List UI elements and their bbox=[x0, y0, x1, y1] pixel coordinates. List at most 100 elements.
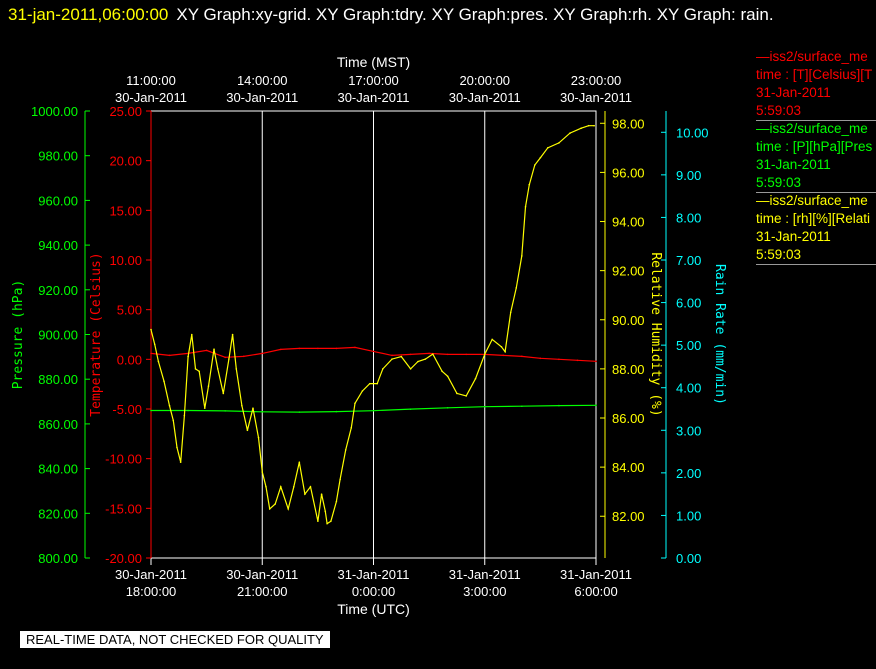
temperature-series-point bbox=[354, 346, 356, 349]
humidity-series-point bbox=[235, 368, 238, 370]
temperature-series-point bbox=[279, 348, 282, 351]
humidity-series-point bbox=[320, 493, 323, 495]
humidity-series-point bbox=[190, 333, 193, 336]
pressure-tick-label: 1000.00 bbox=[31, 104, 78, 119]
temperature-series-point bbox=[242, 355, 245, 358]
legend-time: 5:59:03 bbox=[756, 103, 802, 118]
humidity-series-point bbox=[183, 414, 186, 417]
humidity-series-point bbox=[216, 368, 219, 370]
top-tick-label-date: 30-Jan-2011 bbox=[337, 90, 409, 105]
humidity-series-point bbox=[317, 520, 319, 522]
temperature-series-point bbox=[205, 349, 208, 352]
legend-name: —iss2/surface_me bbox=[756, 49, 868, 64]
top-tick-label-time: 14:00:00 bbox=[237, 73, 288, 88]
humidity-series-point bbox=[376, 382, 379, 385]
humidity-series-point bbox=[515, 287, 518, 289]
humidity-series-point bbox=[335, 500, 338, 503]
quality-note: REAL-TIME DATA, NOT CHECKED FOR QUALITY bbox=[20, 631, 330, 648]
humidity-series-point bbox=[521, 255, 523, 257]
temperature-tick-label: -5.00 bbox=[112, 402, 142, 417]
pressure-series-point bbox=[372, 409, 375, 412]
pressure-series-point bbox=[595, 404, 597, 407]
rain-tick-label: 2.00 bbox=[676, 466, 701, 481]
rain-tick-label: 5.00 bbox=[676, 338, 701, 353]
pressure-series-point bbox=[521, 405, 523, 408]
pressure-series-point bbox=[483, 405, 486, 408]
humidity-series-point bbox=[580, 127, 582, 129]
humidity-series-point bbox=[456, 392, 458, 395]
temperature-tick-label: -20.00 bbox=[105, 551, 142, 566]
temperature-series-point bbox=[298, 347, 301, 350]
rain-tick-label: 6.00 bbox=[676, 296, 701, 311]
humidity-series-point bbox=[546, 147, 549, 149]
humidity-series-point bbox=[241, 404, 243, 407]
humidity-series-point bbox=[491, 338, 493, 341]
rain-tick-label: 7.00 bbox=[676, 253, 701, 268]
pressure-tick-label: 920.00 bbox=[38, 283, 78, 298]
pressure-series-point bbox=[446, 407, 449, 409]
top-tick-label-time: 17:00:00 bbox=[348, 73, 399, 88]
pressure-tick-label: 940.00 bbox=[38, 238, 78, 253]
temperature-tick-label: 10.00 bbox=[109, 253, 142, 268]
humidity-series-point bbox=[400, 355, 403, 358]
humidity-tick-label: 98.00 bbox=[612, 116, 645, 131]
timestamp: 31-jan-2011,06:00:00 bbox=[8, 5, 169, 24]
humidity-series-point bbox=[163, 380, 165, 382]
top-tick-label-date: 30-Jan-2011 bbox=[449, 90, 521, 105]
pressure-tick-label: 840.00 bbox=[38, 462, 78, 477]
humidity-series-point bbox=[558, 142, 560, 144]
humidity-series-point bbox=[261, 471, 264, 473]
humidity-series-point bbox=[593, 124, 595, 127]
pressure-series-point bbox=[261, 411, 264, 413]
temperature-series-point bbox=[446, 353, 449, 356]
humidity-series-point bbox=[268, 508, 271, 510]
legend-separator bbox=[756, 192, 876, 193]
humidity-series-point bbox=[504, 350, 506, 353]
temperature-series-point bbox=[502, 354, 505, 357]
humidity-series-point bbox=[474, 377, 477, 380]
legend-date: 31-Jan-2011 bbox=[756, 85, 831, 100]
legend-time: 5:59:03 bbox=[756, 175, 802, 190]
humidity-series-point bbox=[528, 183, 531, 186]
temperature-series-point bbox=[576, 359, 579, 362]
x-tick-label-time: 18:00:00 bbox=[126, 584, 177, 599]
legend-date: 31-Jan-2011 bbox=[756, 229, 831, 244]
humidity-series-point bbox=[203, 407, 206, 409]
humidity-series-point bbox=[354, 402, 356, 405]
humidity-series-point bbox=[339, 478, 341, 481]
humidity-series-point bbox=[153, 343, 156, 346]
window-header: 31-jan-2011,06:00:00 XY Graph:xy-grid. XY… bbox=[8, 2, 868, 28]
humidity-series-point bbox=[361, 390, 364, 392]
top-tick-label-date: 30-Jan-2011 bbox=[560, 90, 632, 105]
humidity-series-point bbox=[304, 493, 306, 495]
pressure-tick-label: 880.00 bbox=[38, 372, 78, 387]
x-axis-label: Time (UTC) bbox=[337, 601, 410, 617]
legend-separator bbox=[756, 264, 876, 265]
pressure-axis-title: Pressure (hPa) bbox=[11, 280, 26, 390]
legend-time: 5:59:03 bbox=[756, 247, 802, 262]
temperature-tick-label: 25.00 bbox=[109, 104, 142, 119]
x-tick-label-date: 30-Jan-2011 bbox=[115, 567, 187, 582]
humidity-axis-title: Relative Humidity (%) bbox=[648, 252, 663, 416]
rain-tick-label: 4.00 bbox=[676, 381, 701, 396]
humidity-series-point bbox=[228, 358, 230, 360]
pressure-series-point bbox=[298, 411, 301, 413]
humidity-series-point bbox=[381, 368, 384, 370]
humidity-series-point bbox=[587, 124, 590, 127]
humidity-series-point bbox=[198, 370, 201, 373]
humidity-series-point bbox=[179, 461, 182, 464]
humidity-series-point bbox=[432, 353, 434, 355]
temperature-axis-title: Temperature (Celsius) bbox=[89, 252, 104, 416]
temperature-series-point bbox=[261, 352, 264, 355]
temperature-series-point bbox=[317, 347, 319, 350]
humidity-series-point bbox=[252, 407, 254, 409]
humidity-series-point bbox=[350, 427, 353, 429]
humidity-series-point bbox=[150, 328, 152, 331]
rain-tick-label: 8.00 bbox=[676, 210, 701, 225]
humidity-series-point bbox=[194, 368, 197, 370]
humidity-series-point bbox=[391, 358, 393, 360]
humidity-series-point bbox=[246, 429, 249, 432]
x-tick-label-date: 30-Jan-2011 bbox=[226, 567, 298, 582]
legend-field: time : [P][hPa][Pres bbox=[756, 139, 873, 154]
humidity-series-point bbox=[298, 461, 301, 464]
